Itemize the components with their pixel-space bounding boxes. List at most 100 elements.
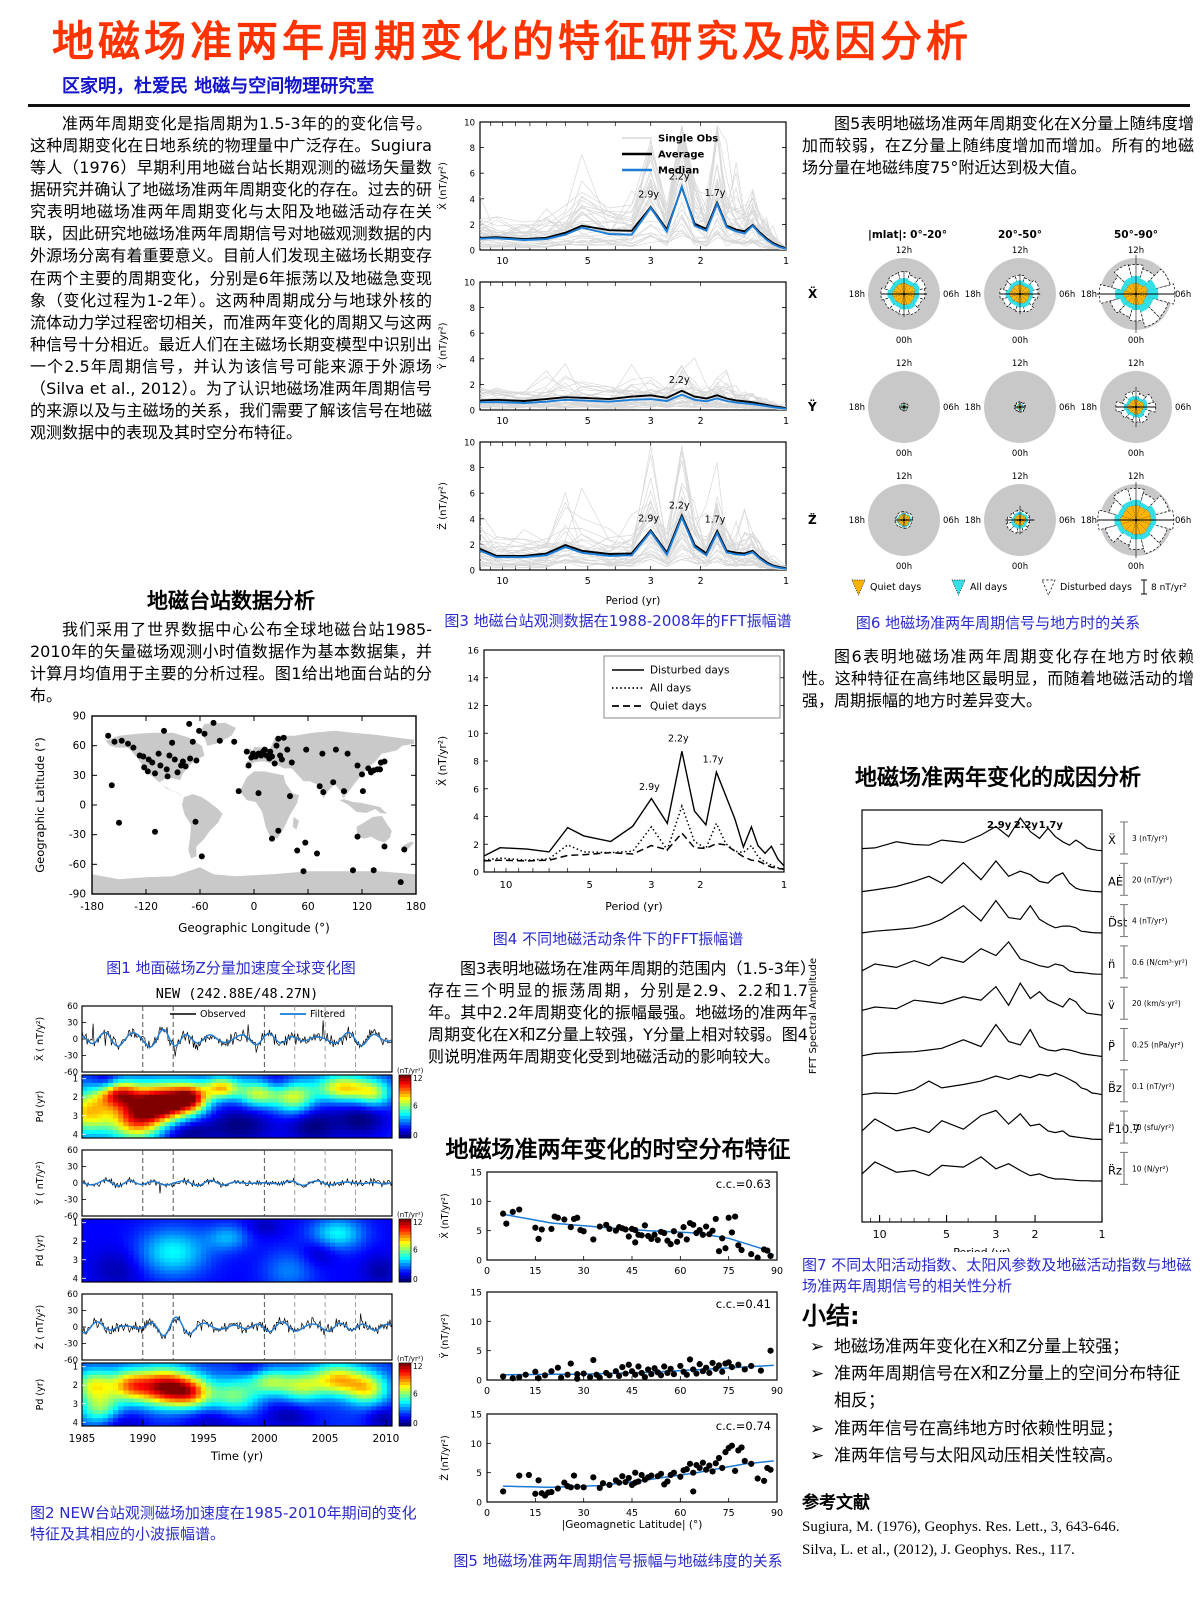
svg-text:-30: -30 (64, 1196, 78, 1206)
svg-text:0: 0 (73, 1179, 78, 1189)
svg-text:0: 0 (473, 869, 479, 879)
svg-text:00h: 00h (1128, 449, 1144, 459)
svg-text:Ÿ ( nT/y²): Ÿ ( nT/y²) (35, 1161, 46, 1206)
svg-text:v̈: v̈ (1108, 998, 1115, 1012)
svg-text:2: 2 (73, 1381, 78, 1391)
svg-text:06h: 06h (943, 516, 959, 526)
svg-text:4: 4 (473, 813, 479, 823)
figure7-caption: 图7 不同太阳活动指数、太阳风参数及地磁活动指数与地磁场准两年周期信号的相关性分… (802, 1256, 1192, 1295)
svg-text:1: 1 (73, 1075, 78, 1085)
figure5-latitude-scatter: 0 5 10 15 0 15 30 45 60 75 90 c.c.=0.63 Ẍ (nT/yr²) 0 5… (432, 1164, 804, 1536)
svg-text:10: 10 (496, 256, 508, 267)
svg-text:06h: 06h (1175, 403, 1191, 413)
svg-text:12h: 12h (896, 472, 912, 482)
svg-text:2.9y: 2.9y (638, 513, 659, 524)
references-list: Sugiura, M. (1976), Geophys. Res. Lett.,… (802, 1516, 1194, 1561)
svg-text:0: 0 (470, 247, 475, 257)
figure2-new-station-wavelet: NEW (242.88E/48.27N) 60 30 0 -30 -60 Ẍ ( nT/y²… (28, 984, 430, 1480)
summary-list: ➢ 地磁场准两年变化在X和Z分量上较强； ➢ 准两年周期信号在X和Z分量上的空间分布… (810, 1334, 1196, 1470)
svg-text:12h: 12h (1012, 359, 1028, 369)
svg-text:18h: 18h (1081, 403, 1097, 413)
svg-text:Ẍ (nT/yr²): Ẍ (nT/yr²) (440, 1193, 451, 1238)
svg-text:18h: 18h (965, 516, 981, 526)
svg-text:12: 12 (468, 702, 479, 712)
svg-text:n̈: n̈ (1108, 957, 1115, 971)
summary-bullet-text: 地磁场准两年变化在X和Z分量上较强； (834, 1337, 1130, 1357)
svg-text:All days: All days (970, 582, 1007, 593)
svg-text:00h: 00h (1012, 562, 1028, 572)
svg-text:0: 0 (413, 1131, 418, 1140)
svg-text:Disturbed days: Disturbed days (1060, 582, 1132, 593)
svg-text:6: 6 (470, 490, 475, 500)
svg-text:Ÿ (nT/yr²): Ÿ (nT/yr²) (436, 322, 449, 370)
svg-text:90: 90 (771, 1508, 783, 1519)
svg-text:60: 60 (67, 1002, 78, 1012)
svg-text:3 (nT/yr²): 3 (nT/yr²) (1132, 834, 1167, 843)
svg-text:60: 60 (674, 1508, 686, 1519)
svg-text:60: 60 (67, 1146, 78, 1156)
svg-text:2: 2 (698, 576, 704, 587)
svg-text:10 (N/yr²): 10 (N/yr²) (1132, 1164, 1169, 1173)
svg-text:2.9y: 2.9y (639, 782, 660, 793)
svg-text:00h: 00h (896, 562, 912, 572)
data-paragraph: 我们采用了世界数据中心公布全球地磁台站1985-2010年的矢量磁场观测小时值数… (30, 620, 432, 706)
svg-text:12h: 12h (896, 246, 912, 256)
svg-text:Z̈ (nT/yr²): Z̈ (nT/yr²) (439, 1435, 451, 1480)
svg-text:10: 10 (471, 1440, 483, 1450)
svg-text:c.c.=0.74: c.c.=0.74 (716, 1419, 771, 1433)
svg-text:2.2y: 2.2y (669, 172, 690, 183)
svg-text:14: 14 (468, 674, 480, 684)
summary-bullet: ➢ 准两年信号在高纬地方时依赖性明显； (810, 1416, 1196, 1443)
svg-text:3: 3 (648, 576, 654, 587)
svg-text:-180: -180 (80, 901, 104, 913)
svg-text:12: 12 (413, 1362, 423, 1371)
svg-text:-120: -120 (134, 901, 158, 913)
svg-text:10: 10 (471, 1198, 483, 1208)
svg-text:8: 8 (473, 758, 479, 768)
svg-text:-60: -60 (64, 1356, 78, 1366)
svg-text:1.7y: 1.7y (705, 188, 726, 199)
svg-text:-30: -30 (64, 1052, 78, 1062)
header-divider (28, 104, 1190, 107)
svg-text:3: 3 (648, 256, 654, 267)
svg-text:10: 10 (500, 880, 513, 891)
svg-text:20 (km/s·yr²): 20 (km/s·yr²) (1132, 999, 1181, 1008)
summary-bullet: ➢ 准两年信号与太阳风动压相关性较高。 (810, 1443, 1196, 1470)
svg-text:30: 30 (578, 1508, 590, 1519)
svg-text:2: 2 (73, 1093, 78, 1103)
svg-text:Pd (yr): Pd (yr) (35, 1091, 46, 1123)
figure4-activity-fft: 0 2 4 6 8 10 12 14 16 2.9y 2.2y 1.7y Disturbed days A… (432, 640, 804, 932)
svg-text:60: 60 (301, 901, 314, 913)
svg-text:60: 60 (674, 1266, 686, 1277)
section-station-data: 地磁台站数据分析 (147, 589, 315, 613)
svg-text:Ÿ: Ÿ (807, 399, 817, 414)
svg-text:Quiet days: Quiet days (650, 701, 707, 713)
svg-text:R̈z: R̈z (1108, 1163, 1122, 1177)
svg-text:-60: -60 (69, 859, 86, 871)
svg-text:0: 0 (476, 1499, 482, 1509)
svg-text:12h: 12h (1128, 359, 1144, 369)
svg-text:Disturbed days: Disturbed days (650, 665, 729, 677)
figure6-caption: 图6 地磁场准两年周期信号与地方时的关系 (855, 614, 1141, 632)
svg-text:-30: -30 (64, 1340, 78, 1350)
svg-text:10: 10 (873, 1228, 887, 1241)
svg-text:4: 4 (470, 515, 475, 525)
svg-text:-90: -90 (69, 889, 86, 901)
svg-text:Geographic Latitude (°): Geographic Latitude (°) (33, 737, 47, 873)
svg-text:P̈: P̈ (1108, 1039, 1115, 1053)
svg-text:Ẍ ( nT/y²): Ẍ ( nT/y²) (35, 1017, 46, 1061)
svg-text:12h: 12h (1128, 246, 1144, 256)
svg-text:D̈st: D̈st (1108, 916, 1128, 930)
svg-text:1: 1 (73, 1363, 78, 1373)
figure2-caption: 图2 NEW台站观测磁场加速度在1985-2010年期间的变化特征及其相应的小波… (30, 1504, 417, 1543)
svg-text:Ẍ (nT/yr²): Ẍ (nT/yr²) (436, 736, 449, 786)
svg-text:-30: -30 (69, 829, 86, 841)
summary-bullet: ➢ 准两年周期信号在X和Z分量上的空间分布特征相反； (810, 1361, 1196, 1415)
svg-text:NEW (242.88E/48.27N): NEW (242.88E/48.27N) (156, 986, 319, 1002)
poster-authors: 区家明，杜爱民 地磁与空间物理研究室 (62, 76, 375, 97)
svg-text:60: 60 (674, 1386, 686, 1397)
section-origin-analysis: 地磁场准两年变化的成因分析 (854, 766, 1141, 791)
svg-text:06h: 06h (1059, 403, 1075, 413)
svg-text:1: 1 (1099, 1228, 1106, 1241)
svg-text:12h: 12h (1012, 472, 1028, 482)
